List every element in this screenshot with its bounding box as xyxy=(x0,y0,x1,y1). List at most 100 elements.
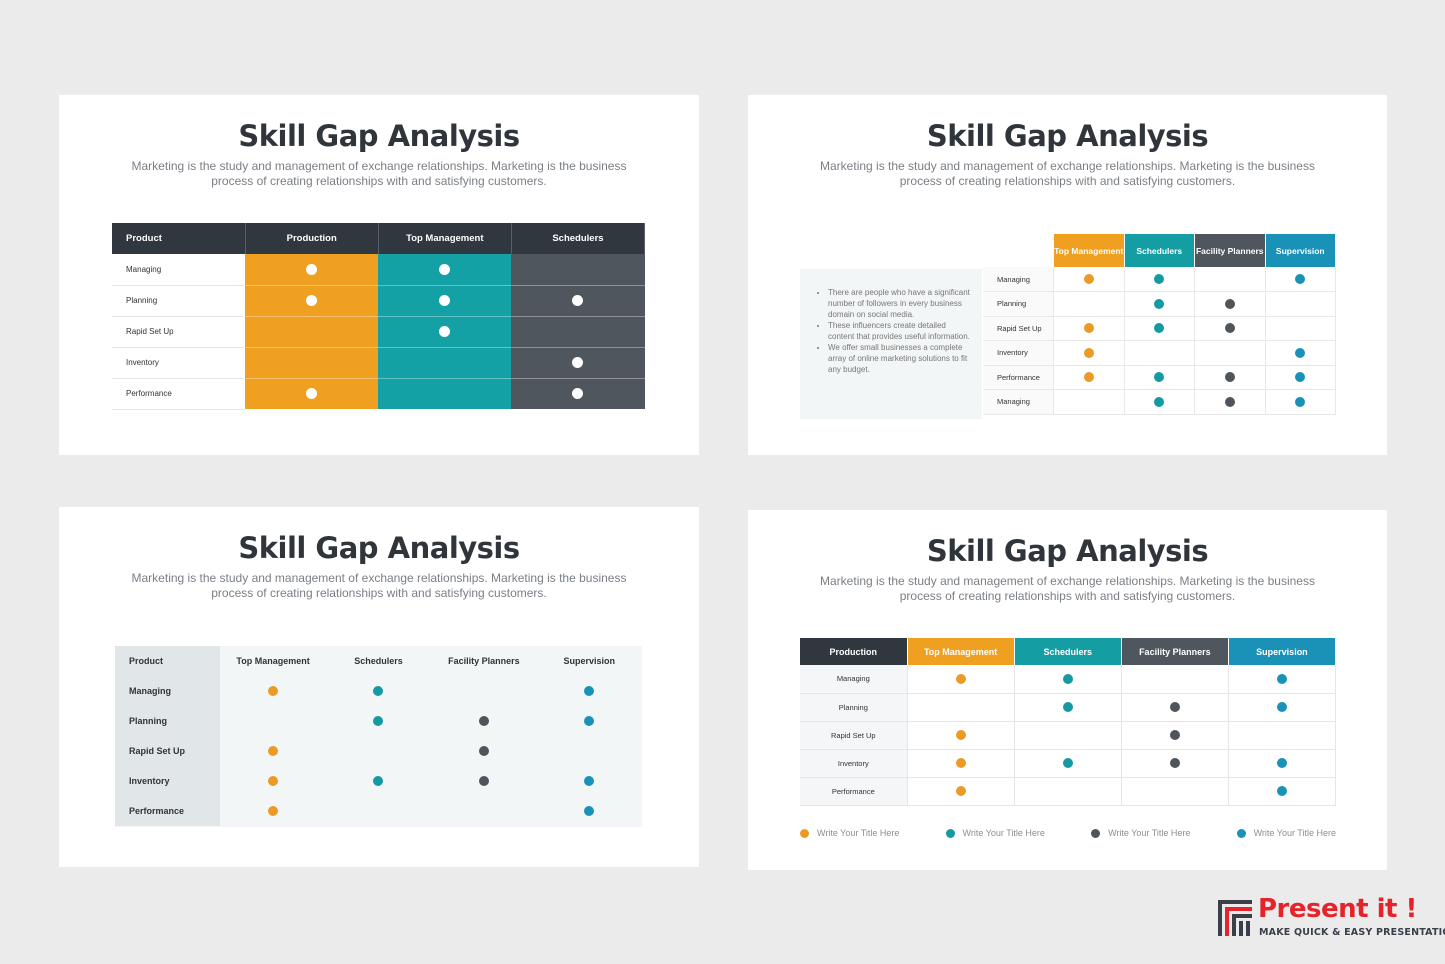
table-cell xyxy=(907,777,1015,806)
skill-dot xyxy=(955,785,966,796)
skill-dot xyxy=(955,729,966,740)
skill-dot xyxy=(1276,757,1287,768)
table-cell xyxy=(220,706,325,736)
table-cell xyxy=(1121,777,1229,806)
table-cell xyxy=(511,316,645,348)
skill-dot xyxy=(800,828,809,838)
table-cell xyxy=(431,676,536,706)
row-label: Planning xyxy=(115,706,221,736)
row-label: Managing xyxy=(983,389,1054,415)
table-cell xyxy=(511,285,645,317)
table-cell xyxy=(511,347,645,379)
table-cell xyxy=(907,665,1015,694)
skill-dot xyxy=(1154,323,1165,334)
skill-dot xyxy=(1224,396,1235,407)
skill-dot xyxy=(572,356,584,368)
table-cell xyxy=(1053,291,1125,317)
table-row: Rapid Set Up xyxy=(112,316,645,348)
skill-dot xyxy=(945,828,955,838)
skill-dot xyxy=(1236,828,1246,838)
table-row: Inventory xyxy=(800,749,1337,778)
skill-dot xyxy=(955,757,966,768)
table-cell xyxy=(907,721,1015,750)
table-row: Performance xyxy=(800,777,1337,806)
skill-dot xyxy=(373,715,384,726)
skill-dot xyxy=(1083,347,1094,358)
present-it-logo: Present it ! MAKE QUICK & EASY PRESENTAT… xyxy=(1218,894,1445,942)
column-header: Supervision xyxy=(1228,638,1337,665)
table-cell xyxy=(245,316,379,348)
table-cell xyxy=(537,766,642,796)
table-cell xyxy=(1053,389,1125,415)
slide-title: Skill Gap Analysis xyxy=(926,119,1209,153)
legend-item: Write Your Title Here xyxy=(1091,828,1190,838)
table-cell xyxy=(537,706,642,736)
table-row: Planning xyxy=(115,706,642,736)
skill-dot xyxy=(1224,323,1235,334)
table-cell xyxy=(1014,665,1122,694)
table-row: Rapid Set Up xyxy=(983,316,1336,341)
row-label: Inventory xyxy=(115,766,221,796)
table-cell xyxy=(1124,316,1195,341)
table-cell xyxy=(1121,749,1229,778)
table-cell xyxy=(1053,365,1125,390)
table-cell xyxy=(431,766,536,796)
table-cell xyxy=(1194,365,1266,390)
table-cell xyxy=(1053,267,1125,292)
table-cell xyxy=(245,347,379,379)
table-cell xyxy=(1265,389,1336,415)
table-cell xyxy=(1121,693,1229,722)
skill-dot xyxy=(1154,396,1165,407)
table-cell xyxy=(1194,389,1266,415)
skill-dot xyxy=(1295,396,1306,407)
skill-dot xyxy=(1169,757,1180,768)
row-label: Performance xyxy=(800,777,908,806)
column-header: Schedulers xyxy=(354,656,403,666)
skill-dot xyxy=(306,294,318,306)
table-cell xyxy=(1121,721,1229,750)
table-row: Managing xyxy=(983,267,1336,292)
table-cell xyxy=(245,285,379,317)
column-header: Product xyxy=(112,223,246,254)
table-row: Performance xyxy=(983,365,1336,390)
table-cell xyxy=(1124,389,1195,415)
skill-dot xyxy=(1062,757,1073,768)
table-cell xyxy=(378,285,512,317)
table-cell xyxy=(431,706,536,736)
column-header: Schedulers xyxy=(1014,638,1122,665)
table-cell xyxy=(1265,291,1336,317)
legend-label: Write Your Title Here xyxy=(962,828,1045,838)
column-header: Facility Planners xyxy=(1121,638,1229,665)
skill-dot xyxy=(1276,701,1287,712)
table-cell xyxy=(1121,665,1229,694)
table-cell xyxy=(1194,340,1266,366)
table-cell xyxy=(378,316,512,348)
skill-dot xyxy=(584,775,595,786)
skill-dot xyxy=(1224,298,1235,309)
table-cell xyxy=(511,254,645,286)
slide-subtitle: Marketing is the study and management of… xyxy=(131,159,627,188)
row-label: Rapid Set Up xyxy=(112,316,246,348)
skill-table-2: Top Management Schedulers Facility Planner… xyxy=(983,234,1336,415)
slide-4[interactable]: Skill Gap Analysis Marketing is the stud… xyxy=(748,510,1387,870)
legend-label: Write Your Title Here xyxy=(817,828,900,838)
slide-1[interactable]: Skill Gap Analysis Marketing is the stud… xyxy=(59,95,699,455)
column-header: Top Management xyxy=(1053,234,1125,267)
skill-dot xyxy=(1224,372,1235,383)
table-cell xyxy=(1265,340,1336,366)
skill-dot xyxy=(955,673,966,684)
skill-dot xyxy=(1295,347,1306,358)
row-label: Inventory xyxy=(800,749,908,778)
skill-dot xyxy=(1083,273,1094,284)
table-cell xyxy=(220,766,325,796)
slide-2[interactable]: Skill Gap Analysis Marketing is the stud… xyxy=(748,95,1387,455)
slide-3[interactable]: Skill Gap Analysis Marketing is the stud… xyxy=(59,507,699,867)
column-header: Facility Planners xyxy=(448,656,520,666)
slide-subtitle: Marketing is the study and management of… xyxy=(131,571,627,600)
skill-dot xyxy=(478,715,489,726)
column-header: Facility Planners xyxy=(1194,234,1266,267)
bullet-panel: There are people who have a significant … xyxy=(800,269,982,419)
table-cell xyxy=(1014,693,1122,722)
table-cell xyxy=(431,796,536,826)
table-cell xyxy=(1194,291,1266,317)
